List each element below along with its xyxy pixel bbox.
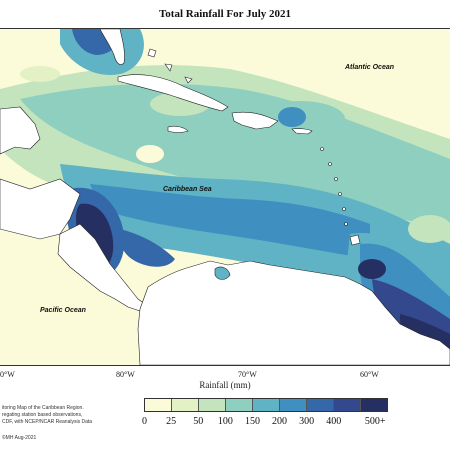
map-title: Total Rainfall For July 2021 [158,8,292,20]
lon-tick-70w: 70°W [238,370,257,379]
colorbar-label-3: 100 [217,416,233,427]
caribbean-sea-label: Caribbean Sea [163,186,212,193]
colorbar-swatch-1 [172,399,199,411]
colorbar-label-7: 400 [326,416,342,427]
footer-note-line-3: CDF, with NCEP/NCAR Reanalysis Data [2,419,93,425]
lon-tick-80w: 80°W [116,370,135,379]
credit-note: ©MH Aug-2021 [2,435,37,441]
land-masses [0,29,450,365]
colorbar-swatch-3 [226,399,253,411]
colorbar-label-6: 300 [299,416,315,427]
colorbar-label-8: 500+ [364,416,386,427]
footer-note-line-2: regating station based observations, [2,412,83,418]
colorbar-label-2: 50 [193,416,204,427]
colorbar-title: Rainfall (mm) [199,380,251,390]
footer-note-line-1: itoring Map of the Caribbean Region. [2,405,84,411]
colorbar-swatch-8 [361,399,387,411]
colorbar-label-4: 150 [244,416,260,427]
colorbar-swatch-4 [253,399,280,411]
colorbar-swatch-0 [145,399,172,411]
colorbar-swatch-6 [307,399,334,411]
lon-tick-60w: 60°W [360,370,379,379]
colorbar [144,398,388,412]
colorbar-swatch-7 [334,399,361,411]
rainfall-map: Atlantic Ocean Caribbean Sea Pacific Oce… [0,28,450,366]
pacific-ocean-label: Pacific Ocean [40,307,86,314]
colorbar-label-1: 25 [166,416,177,427]
colorbar-swatch-2 [199,399,226,411]
atlantic-ocean-label: Atlantic Ocean [344,64,394,71]
colorbar-label-5: 200 [272,416,288,427]
colorbar-swatch-5 [280,399,307,411]
colorbar-label-0: 0 [142,416,147,427]
lon-tick-90w: 90°W [0,370,15,379]
